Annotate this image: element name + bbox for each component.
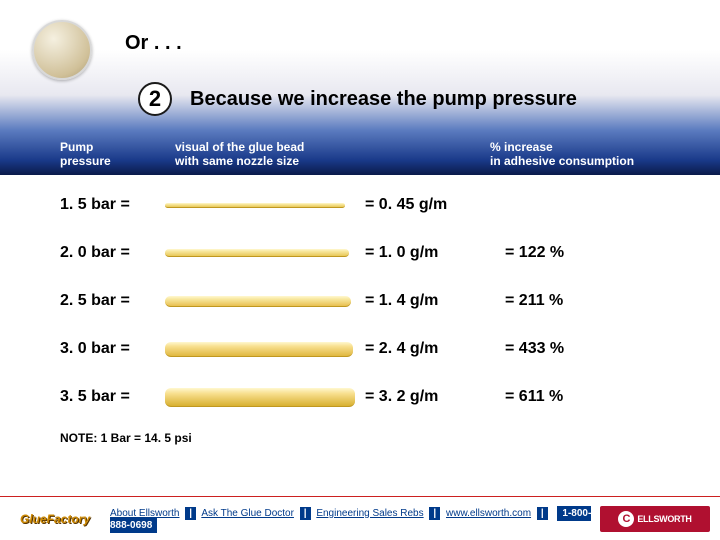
cell-percent: = 211 % — [495, 292, 635, 310]
cell-percent: = 433 % — [495, 340, 635, 358]
cell-pressure: 2. 5 bar = — [60, 292, 165, 310]
footer-links: About Ellsworth | Ask The Glue Doctor | … — [110, 507, 592, 531]
hero-circle-image — [32, 20, 92, 80]
sep-icon: | — [300, 507, 311, 520]
table-row: 2. 5 bar = = 1. 4 g/m= 211 % — [0, 277, 720, 325]
or-heading: Or . . . — [125, 32, 182, 55]
cell-grams: = 3. 2 g/m — [355, 388, 495, 406]
cell-bead-visual — [165, 286, 355, 316]
link-about[interactable]: About Ellsworth — [110, 508, 179, 519]
cell-pressure: 3. 5 bar = — [60, 388, 165, 406]
footnote: NOTE: 1 Bar = 14. 5 psi — [60, 431, 720, 445]
slide-title: Because we increase the pump pressure — [190, 88, 577, 111]
cell-pressure: 2. 0 bar = — [60, 244, 165, 262]
table-row: 3. 0 bar = = 2. 4 g/m= 433 % — [0, 325, 720, 373]
cell-bead-visual — [165, 382, 355, 412]
cell-percent: = 611 % — [495, 388, 635, 406]
sep-icon: | — [429, 507, 440, 520]
table-row: 3. 5 bar = = 3. 2 g/m= 611 % — [0, 373, 720, 421]
sep-icon: | — [537, 507, 548, 520]
gluefactory-logo: GlueFactory — [10, 505, 100, 533]
cell-percent: = 122 % — [495, 244, 635, 262]
step-number: 2 — [149, 86, 161, 112]
cell-bead-visual — [165, 238, 355, 268]
glue-bead-icon — [165, 342, 353, 357]
header-gradient: Or . . . 2 Because we increase the pump … — [0, 0, 720, 175]
cell-grams: = 2. 4 g/m — [355, 340, 495, 358]
glue-bead-icon — [165, 203, 345, 208]
cell-bead-visual — [165, 190, 355, 220]
link-sales-rebs[interactable]: Engineering Sales Rebs — [316, 508, 423, 519]
glue-bead-icon — [165, 296, 351, 307]
cell-bead-visual — [165, 334, 355, 364]
footer-bar: GlueFactory About Ellsworth | Ask The Gl… — [0, 496, 720, 540]
cell-pressure: 3. 0 bar = — [60, 340, 165, 358]
cell-pressure: 1. 5 bar = — [60, 196, 165, 214]
cell-grams: = 1. 0 g/m — [355, 244, 495, 262]
ellsworth-logo-c-icon: C — [618, 511, 634, 527]
table-row: 1. 5 bar = = 0. 45 g/m — [0, 181, 720, 229]
step-badge: 2 — [138, 82, 172, 116]
link-website[interactable]: www.ellsworth.com — [446, 508, 531, 519]
col-header-visual: visual of the glue beadwith same nozzle … — [175, 140, 304, 168]
cell-grams: = 0. 45 g/m — [355, 196, 495, 214]
ellsworth-logo: C ELLSWORTH — [600, 506, 710, 532]
data-table: 1. 5 bar = = 0. 45 g/m 2. 0 bar = = 1. 0 g/… — [0, 181, 720, 421]
col-header-pressure: Pumppressure — [60, 140, 111, 168]
col-header-increase: % increasein adhesive consumption — [490, 140, 634, 168]
glue-bead-icon — [165, 249, 349, 257]
table-row: 2. 0 bar = = 1. 0 g/m= 122 % — [0, 229, 720, 277]
glue-bead-icon — [165, 388, 355, 407]
cell-grams: = 1. 4 g/m — [355, 292, 495, 310]
sep-icon: | — [185, 507, 196, 520]
link-glue-doctor[interactable]: Ask The Glue Doctor — [201, 508, 294, 519]
